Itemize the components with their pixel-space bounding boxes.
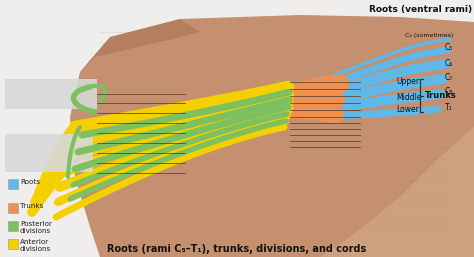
Text: C₇: C₇ [445,74,453,82]
Text: Posterior: Posterior [20,221,52,227]
Text: Roots: Roots [20,179,40,185]
Text: Trunks: Trunks [425,90,457,99]
Text: C₆: C₆ [445,59,453,68]
Text: Anterior: Anterior [20,239,49,245]
FancyBboxPatch shape [8,179,18,189]
Text: divisions: divisions [20,246,51,252]
Text: C₅: C₅ [445,43,453,52]
Text: C₄ (sometimes): C₄ (sometimes) [405,33,453,39]
Text: T₁: T₁ [446,103,453,112]
Polygon shape [320,127,474,257]
FancyBboxPatch shape [8,203,18,213]
Text: Roots (rami C₅–T₁), trunks, divisions, and cords: Roots (rami C₅–T₁), trunks, divisions, a… [108,244,366,254]
FancyBboxPatch shape [5,134,93,172]
Text: Middle: Middle [396,93,421,102]
Text: Trunks: Trunks [20,203,44,209]
Polygon shape [70,15,474,257]
Text: C₈: C₈ [445,87,453,96]
Text: divisions: divisions [20,228,51,234]
FancyBboxPatch shape [8,239,18,249]
Text: Lower: Lower [396,105,419,114]
Polygon shape [80,19,200,72]
Text: Roots (ventral rami): Roots (ventral rami) [369,5,472,14]
FancyBboxPatch shape [5,79,97,109]
FancyBboxPatch shape [8,221,18,231]
Text: Upper: Upper [396,78,419,87]
